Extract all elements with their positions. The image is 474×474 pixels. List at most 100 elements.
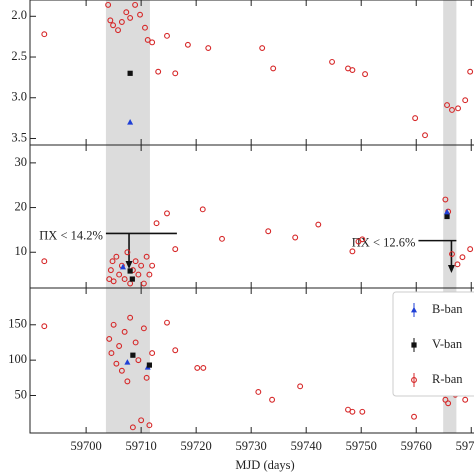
x-tick-label: 59750 <box>346 439 377 453</box>
annotation: ΠX < 14.2% <box>39 228 103 242</box>
point <box>349 67 356 74</box>
x-axis-label: MJD (days) <box>235 458 294 472</box>
point <box>412 115 419 122</box>
point <box>140 280 147 287</box>
point <box>297 383 304 390</box>
legend-label: V-ban <box>432 337 463 351</box>
point <box>110 22 117 29</box>
point <box>129 424 136 431</box>
x-tick-label: 59710 <box>126 439 157 453</box>
point <box>164 210 170 217</box>
point <box>143 374 150 381</box>
point <box>123 9 130 16</box>
y-tick-label: 3.5 <box>11 130 27 144</box>
point <box>292 234 299 241</box>
point <box>445 400 452 407</box>
x-tick-label: 59700 <box>70 439 101 453</box>
point <box>130 352 136 358</box>
point <box>135 357 142 364</box>
point <box>127 118 134 125</box>
point <box>124 378 131 385</box>
y-tick-label: 2.5 <box>11 49 27 63</box>
point <box>142 24 148 31</box>
annotation: ΠX < 12.6% <box>352 236 416 250</box>
point <box>127 14 134 21</box>
point <box>259 45 266 52</box>
point <box>137 11 143 18</box>
point <box>449 107 455 113</box>
point <box>149 262 156 269</box>
point <box>199 206 206 213</box>
point <box>442 396 449 403</box>
point <box>144 36 151 43</box>
point <box>146 362 152 368</box>
point <box>41 323 48 330</box>
y-tick-label: 30 <box>15 155 28 169</box>
point <box>467 68 474 75</box>
point <box>219 235 225 242</box>
point <box>184 41 191 48</box>
point <box>127 268 133 274</box>
point <box>362 71 369 78</box>
x-tick-label: 59730 <box>236 439 267 453</box>
point <box>270 65 277 72</box>
point <box>449 251 455 257</box>
point <box>110 278 117 285</box>
x-tick-label: 59760 <box>401 439 432 453</box>
y-tick-label: 20 <box>15 199 28 213</box>
point <box>143 253 150 260</box>
y-tick-label: 2.0 <box>11 8 27 22</box>
point <box>444 213 450 220</box>
point <box>349 408 356 415</box>
point <box>265 228 272 235</box>
point <box>108 350 115 357</box>
point <box>116 271 123 278</box>
point <box>149 39 156 46</box>
x-tick-label: 59770 <box>456 439 474 453</box>
point <box>115 27 121 34</box>
point <box>41 31 48 38</box>
arrow-head <box>125 260 133 269</box>
point <box>41 258 48 265</box>
point <box>132 258 139 265</box>
point <box>138 262 145 269</box>
point <box>132 1 139 8</box>
point <box>200 364 207 371</box>
point <box>194 364 201 371</box>
point <box>113 253 120 260</box>
point <box>109 258 116 265</box>
point <box>116 343 123 349</box>
point <box>172 246 179 253</box>
point <box>129 276 135 282</box>
point <box>172 70 179 77</box>
point <box>422 132 428 139</box>
panel-frame <box>29 0 474 146</box>
point <box>110 321 117 328</box>
point <box>127 70 133 76</box>
y-tick-label: 150 <box>8 317 27 331</box>
point <box>444 208 451 215</box>
point <box>411 342 417 348</box>
legend: B-ban V-ban R-ban <box>392 291 474 397</box>
y-tick-label: 100 <box>8 352 27 366</box>
point <box>411 413 417 420</box>
x-tick-label: 59740 <box>291 439 322 453</box>
y-tick-label: 50 <box>15 387 28 401</box>
point <box>107 17 114 24</box>
y-tick-label: 10 <box>15 244 28 258</box>
y-tick-label: 3.0 <box>11 90 27 104</box>
point <box>269 396 276 403</box>
point <box>118 19 125 25</box>
point <box>153 220 160 227</box>
arrow-head <box>447 265 455 274</box>
point <box>149 350 156 357</box>
point <box>124 249 131 256</box>
point <box>121 328 128 335</box>
point <box>411 377 417 383</box>
point <box>107 267 114 274</box>
point <box>155 68 162 75</box>
point <box>455 105 461 112</box>
point <box>467 246 474 253</box>
point <box>132 339 139 346</box>
